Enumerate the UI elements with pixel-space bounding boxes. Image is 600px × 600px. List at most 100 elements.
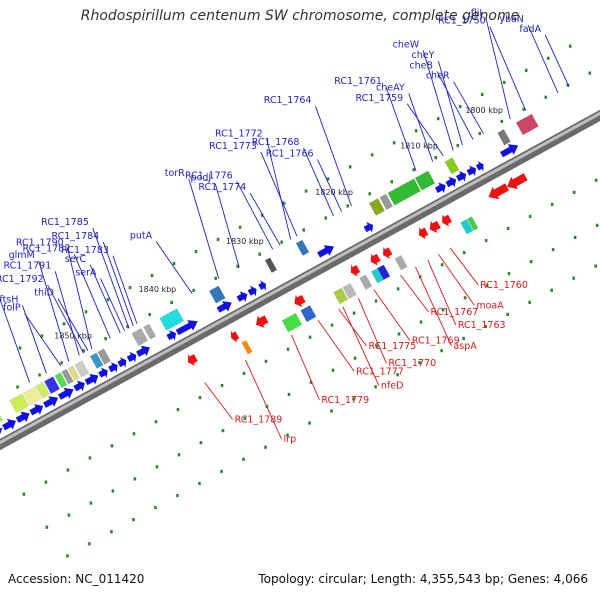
kbp-tick: [45, 525, 49, 529]
kbp-tick: [594, 264, 597, 268]
forward-label-leader: [303, 147, 334, 217]
kbp-tick: [331, 368, 335, 372]
forward-gene-label: cheY: [412, 50, 435, 61]
forward-feature-block: [0, 414, 4, 422]
kbp-tick: [502, 80, 506, 85]
forward-label-leader: [214, 183, 240, 268]
kbp-tick: [392, 141, 396, 145]
forward-feature-block: [387, 178, 421, 206]
kbp-tick: [16, 385, 19, 389]
kbp-tick: [110, 530, 113, 534]
kbp-tick: [529, 260, 533, 264]
forward-feature-block: [54, 372, 68, 389]
forward-gene-label: RC1_1790: [16, 238, 64, 249]
kbp-tick: [346, 204, 350, 208]
kbp-tick: [434, 156, 438, 160]
kbp-tick: [374, 299, 378, 303]
reverse-label-leader: [427, 259, 457, 326]
kbp-tick: [82, 349, 85, 353]
forward-label-leader: [24, 313, 62, 366]
reverse-label-leader: [342, 306, 380, 386]
kbp-tick: [375, 344, 379, 348]
kbp-tick: [566, 83, 570, 87]
kbp-tick: [44, 480, 48, 484]
kbp-tick: [572, 276, 575, 280]
kbp-tick: [286, 347, 290, 351]
kbp-tick: [128, 286, 132, 290]
forward-gene-label: torR: [165, 168, 185, 179]
forward-feature-block: [515, 113, 539, 136]
forward-feature-block: [9, 393, 30, 414]
kbp-tick: [177, 453, 181, 457]
reverse-label-leader: [317, 319, 355, 372]
kbp-tick: [546, 56, 550, 60]
forward-feature-block: [74, 360, 90, 378]
kbp-tick: [243, 416, 247, 421]
forward-feature-block: [414, 170, 436, 191]
forward-gene-label: fliI: [471, 8, 482, 19]
forward-feature-block: [368, 198, 385, 216]
kbp-tick: [484, 324, 487, 329]
reverse-gene-label: RC1_1770: [388, 358, 436, 369]
gene-track: [0, 144, 528, 435]
forward-gene-label: folP: [3, 303, 21, 314]
kbp-tick: [242, 457, 245, 461]
forward-label-leader: [406, 103, 444, 157]
kbp-tick: [440, 263, 444, 267]
kbp-tick: [287, 392, 291, 396]
kbp-tick: [308, 421, 311, 425]
forward-gene-arrow: [466, 165, 477, 177]
forward-gene-label: RC1_1774: [198, 182, 246, 193]
forward-label-leader: [89, 264, 121, 334]
kbp-tick: [418, 361, 421, 365]
kbp-tick: [264, 445, 267, 449]
kbp-tick: [440, 349, 443, 353]
kbp-tick: [550, 202, 554, 207]
kbp-tick: [155, 465, 159, 469]
kbp-tick: [111, 489, 115, 493]
forward-gene-arrow: [317, 245, 335, 258]
reverse-gene-label: RC1_1769: [412, 336, 460, 347]
forward-label-leader: [236, 181, 274, 250]
genome-summary-text: Topology: circular; Length: 4,355,543 bp…: [258, 572, 588, 586]
kbp-tick: [40, 334, 44, 338]
kbp-tick: [485, 284, 489, 288]
kbp-tick: [67, 513, 71, 517]
forward-gene-arrow: [456, 171, 467, 182]
forward-gene-label: cheAY: [376, 83, 405, 94]
forward-gene-arrow: [84, 373, 99, 386]
kbp-tick: [66, 554, 69, 558]
kbp-tick: [326, 177, 330, 181]
kbp-tick: [348, 165, 352, 169]
reverse-label-leader: [438, 254, 475, 306]
reverse-gene-label: moaA: [476, 300, 504, 311]
forward-feature-block: [35, 381, 51, 399]
forward-gene-label: RC1_1791: [4, 260, 52, 271]
forward-gene-label: glmM: [9, 250, 35, 261]
reverse-gene-arrow: [507, 173, 528, 189]
reverse-feature-block: [333, 287, 349, 305]
kbp-tick: [199, 441, 203, 445]
kbp-tick: [390, 180, 394, 184]
kbp-tick: [18, 346, 22, 350]
kbp-tick: [463, 296, 467, 300]
kbp-tick: [286, 433, 289, 437]
forward-gene-label: cheB: [409, 60, 433, 71]
forward-feature-block: [61, 368, 74, 385]
reverse-label-leader: [245, 359, 282, 440]
reverse-gene-arrow: [187, 353, 198, 366]
kbp-tick: [22, 492, 26, 496]
kbp-tick: [352, 311, 356, 315]
reverse-label-leader: [449, 247, 479, 286]
kbp-tick: [368, 192, 372, 196]
kbp-tick: [172, 261, 176, 266]
forward-feature-block: [208, 285, 226, 304]
kbp-tick: [551, 247, 555, 252]
reverse-gene-arrow: [370, 253, 381, 266]
kbp-tick: [507, 272, 511, 276]
kbp-tick: [528, 300, 531, 304]
kbp-tick: [148, 312, 151, 317]
kbp-tick: [594, 178, 598, 182]
ruler-label: 1850 kbp: [54, 331, 92, 340]
forward-gene-label: RC1_1773: [209, 141, 257, 152]
